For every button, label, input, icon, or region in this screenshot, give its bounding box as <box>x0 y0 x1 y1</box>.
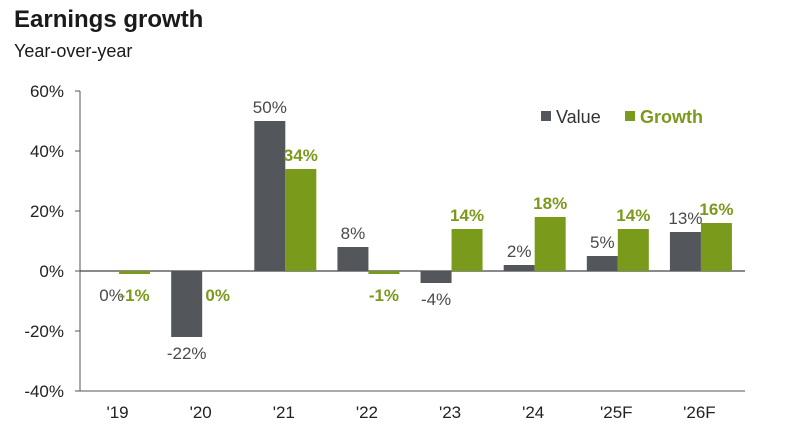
growth-data-label: 14% <box>616 206 650 225</box>
growth-data-label: 34% <box>284 146 318 165</box>
y-tick-label: 20% <box>30 202 64 221</box>
legend-label-growth: Growth <box>640 107 703 127</box>
value-data-label: 8% <box>341 224 366 243</box>
growth-bar <box>368 271 400 274</box>
value-data-label: 2% <box>507 242 532 261</box>
value-data-label: 13% <box>668 209 702 228</box>
x-tick-label: '26F <box>683 403 716 422</box>
x-tick-label: '23 <box>439 403 461 422</box>
y-tick-label: 0% <box>39 262 64 281</box>
x-tick-label: '21 <box>273 403 295 422</box>
legend-swatch-value <box>541 111 551 121</box>
growth-bar <box>617 229 649 271</box>
value-data-label: 5% <box>590 233 615 252</box>
x-tick-label: '20 <box>190 403 212 422</box>
y-tick-label: 60% <box>30 82 64 101</box>
value-data-label: -22% <box>167 344 207 363</box>
chart-subtitle: Year-over-year <box>14 41 133 61</box>
growth-bar <box>119 271 151 274</box>
x-tick-label: '24 <box>522 403 544 422</box>
growth-data-label: 0% <box>205 286 230 305</box>
growth-bar <box>451 229 483 271</box>
y-tick-label: -40% <box>24 382 64 401</box>
value-bar <box>171 271 203 337</box>
x-tick-label: '25F <box>600 403 633 422</box>
x-tick-label: '19 <box>106 403 128 422</box>
growth-data-label: -1% <box>369 286 399 305</box>
chart-title: Earnings growth <box>14 6 204 33</box>
value-bar <box>337 247 369 271</box>
value-bar <box>420 271 452 283</box>
value-data-label: -4% <box>421 290 451 309</box>
growth-data-label: 18% <box>533 194 567 213</box>
legend-swatch-growth <box>625 111 635 121</box>
legend-label-value: Value <box>556 107 601 127</box>
growth-data-label: -1% <box>119 286 149 305</box>
value-data-label: 50% <box>253 98 287 117</box>
y-tick-label: 40% <box>30 142 64 161</box>
value-bar <box>669 232 701 271</box>
growth-bar <box>285 169 317 271</box>
value-bar <box>254 121 286 271</box>
value-bar <box>586 256 618 271</box>
growth-data-label: 16% <box>699 200 733 219</box>
value-data-label: 0% <box>99 286 124 305</box>
x-tick-label: '22 <box>356 403 378 422</box>
growth-bar <box>534 217 566 271</box>
growth-bar <box>700 223 732 271</box>
value-bar <box>503 265 535 271</box>
y-tick-label: -20% <box>24 322 64 341</box>
growth-data-label: 14% <box>450 206 484 225</box>
